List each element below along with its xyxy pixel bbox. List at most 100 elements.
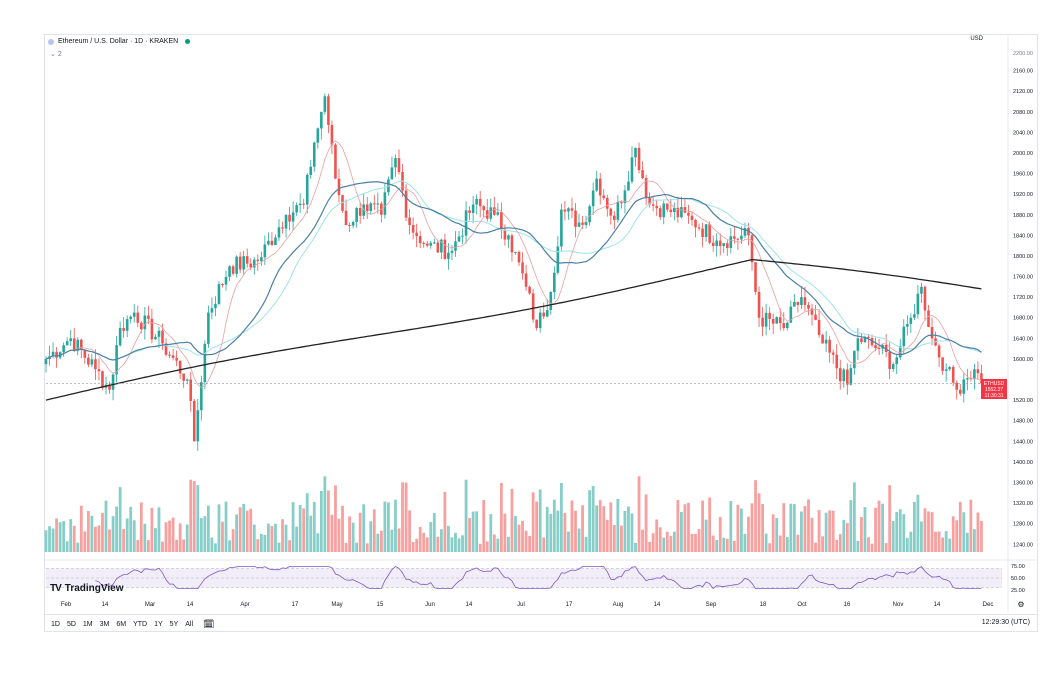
settings-gear-icon[interactable]: ⚙	[1017, 600, 1024, 609]
candle-body	[849, 368, 853, 385]
range-6m-button[interactable]: 6M	[116, 620, 127, 628]
volume-bar	[224, 501, 228, 552]
volume-bar	[178, 523, 182, 552]
volume-bar	[104, 500, 108, 552]
candle-body	[323, 96, 327, 112]
volume-bar	[605, 519, 609, 552]
legend-title: Ethereum / U.S. Dollar · 1D · KRAKEN	[58, 38, 179, 45]
volume-bar	[464, 479, 468, 552]
candle-body	[457, 236, 461, 242]
volume-bar	[867, 537, 870, 552]
volume-bar	[309, 515, 313, 552]
volume-bar	[634, 542, 637, 552]
candle-body	[538, 312, 542, 329]
volume-bar	[199, 518, 203, 552]
candle-body	[528, 286, 531, 294]
range-3m-button[interactable]: 3M	[99, 620, 110, 628]
volume-bar	[489, 514, 493, 552]
volume-bar	[521, 520, 524, 552]
volume-bar	[563, 512, 567, 552]
legend-collapse-toggle[interactable]: ⌄ 2	[50, 50, 62, 58]
tradingview-logo[interactable]: TV TradingView	[50, 583, 124, 594]
utc-clock[interactable]: 12:29:30 (UTC)	[981, 619, 1030, 626]
candle-body	[874, 345, 877, 349]
volume-bar	[895, 511, 899, 552]
candle-body	[358, 207, 362, 216]
range-1y-button[interactable]: 1Y	[154, 620, 163, 628]
volume-bar	[69, 519, 73, 552]
volume-bar	[492, 534, 496, 552]
volume-bar	[101, 512, 104, 552]
volume-bar	[559, 482, 563, 552]
range-ytd-button[interactable]: YTD	[133, 620, 148, 628]
range-all-button[interactable]: All	[185, 620, 194, 628]
candle-body	[708, 224, 711, 243]
time-tick-label: Jun	[425, 602, 435, 608]
range-5d-button[interactable]: 5D	[66, 620, 76, 628]
price-tick-label: 1320.00	[1013, 501, 1033, 507]
candle-body	[143, 315, 147, 330]
candle-body	[711, 242, 715, 247]
volume-bar	[196, 485, 200, 552]
volume-bar	[90, 515, 94, 552]
volume-bar	[436, 536, 440, 552]
candle-body	[394, 158, 397, 168]
chart-legend[interactable]: Ethereum / U.S. Dollar · 1D · KRAKEN	[48, 38, 191, 45]
calendar-icon[interactable]: 🗓	[203, 618, 215, 629]
volume-bar	[623, 510, 627, 552]
time-tick-label: 17	[566, 602, 573, 608]
range-5y-button[interactable]: 5Y	[169, 620, 179, 628]
volume-bar	[122, 528, 126, 552]
time-tick-label: 14	[466, 602, 473, 608]
price-tick-label: 1880.00	[1013, 213, 1033, 219]
candle-body	[521, 262, 524, 274]
price-tick-label: 2080.00	[1013, 110, 1033, 116]
candle-body	[715, 240, 718, 247]
volume-bar	[507, 536, 510, 552]
volume-bar	[475, 511, 479, 552]
volume-bar	[877, 500, 881, 552]
last-price-tag: ETHUSD 1552.37 11:30:31	[981, 379, 1007, 399]
candle-body	[644, 178, 648, 198]
volume-bar	[482, 500, 486, 552]
volume-bar	[701, 500, 704, 552]
volume-bar	[842, 519, 846, 552]
volume-bar	[874, 507, 877, 552]
candle-body	[588, 206, 591, 223]
candle-body	[782, 323, 786, 329]
range-1d-button[interactable]: 1D	[51, 620, 60, 628]
volume-bar	[429, 522, 433, 552]
volume-bar	[418, 526, 422, 552]
volume-bar	[334, 485, 337, 552]
candle-body	[51, 351, 55, 357]
volume-bar	[884, 543, 888, 552]
volume-bar	[743, 533, 747, 552]
volume-bar	[969, 499, 973, 552]
volume-bar	[362, 504, 366, 552]
volume-bar	[341, 505, 344, 552]
volume-bar	[972, 529, 976, 552]
volume-bar	[235, 514, 239, 552]
candle-body	[500, 212, 503, 230]
candle-body	[567, 208, 570, 212]
candle-body	[761, 317, 764, 327]
volume-bar	[281, 519, 284, 552]
price-tick-label: 2200.00	[1013, 51, 1033, 57]
candle-body	[605, 198, 609, 209]
volume-bar	[588, 490, 592, 552]
currency-label[interactable]: USD	[970, 36, 983, 42]
volume-bar	[150, 507, 154, 552]
volume-bar	[796, 534, 800, 552]
candle-body	[838, 368, 842, 382]
candle-body	[814, 314, 817, 320]
candle-body	[65, 341, 69, 346]
candle-body	[55, 351, 58, 358]
volume-bar	[327, 490, 330, 552]
volume-bar	[514, 516, 517, 552]
range-1m-button[interactable]: 1M	[82, 620, 93, 628]
volume-bar	[732, 540, 736, 552]
volume-bar	[680, 512, 683, 552]
candle-body	[662, 203, 666, 218]
candle-body	[598, 178, 602, 196]
